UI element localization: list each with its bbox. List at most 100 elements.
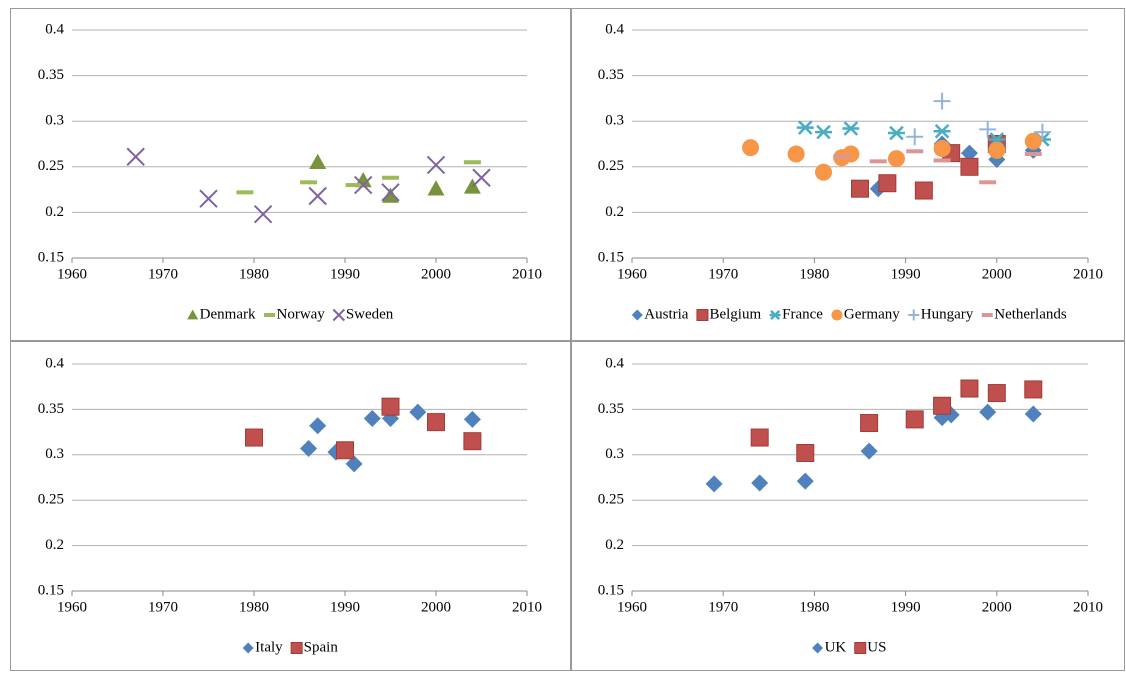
- point: [905, 410, 924, 429]
- point: [842, 121, 860, 136]
- point: [409, 403, 427, 421]
- y-tick-label: 0.15: [598, 249, 624, 265]
- x-tick-label: 1980: [239, 599, 269, 615]
- point: [472, 168, 491, 187]
- point: [933, 123, 951, 139]
- legend-label: Belgium: [709, 306, 761, 322]
- x-tick-label: 2000: [982, 266, 1012, 282]
- point: [933, 140, 951, 158]
- legend-label: Norway: [276, 306, 325, 322]
- point: [463, 160, 481, 165]
- x-tick-label: 1960: [57, 599, 87, 615]
- point: [960, 157, 979, 176]
- point: [860, 442, 878, 460]
- y-tick-label: 0.35: [38, 401, 64, 417]
- point: [245, 428, 263, 447]
- legend-marker: [242, 642, 254, 654]
- point: [427, 413, 445, 432]
- point: [979, 120, 997, 138]
- x-tick-label: 1990: [330, 599, 360, 615]
- point: [253, 205, 273, 224]
- point: [300, 180, 318, 185]
- point: [960, 144, 978, 162]
- legend-marker: [263, 313, 275, 317]
- legend-label: France: [782, 306, 823, 322]
- legend-marker: [831, 309, 843, 321]
- point: [308, 186, 327, 206]
- y-tick-label: 0.3: [605, 446, 624, 462]
- legend-marker: [812, 642, 824, 654]
- x-tick-label: 1970: [708, 599, 738, 615]
- y-tick-label: 0.3: [45, 113, 64, 129]
- point: [815, 163, 833, 181]
- x-tick-label: 1990: [891, 599, 921, 615]
- point: [796, 443, 815, 462]
- x-tick-label: 1960: [617, 266, 647, 282]
- legend-label: Germany: [844, 306, 900, 322]
- point: [1033, 123, 1051, 141]
- point: [382, 175, 399, 180]
- y-tick-label: 0.25: [38, 158, 64, 174]
- point: [987, 384, 1006, 403]
- y-tick-label: 0.25: [598, 492, 624, 508]
- y-tick-label: 0.4: [605, 21, 624, 37]
- point: [988, 141, 1006, 159]
- point: [381, 183, 400, 202]
- x-tick-label: 1980: [799, 599, 829, 615]
- point: [236, 190, 254, 195]
- point: [869, 159, 887, 164]
- legend-label: Netherlands: [994, 306, 1067, 322]
- point: [1024, 380, 1043, 399]
- point: [796, 120, 814, 135]
- x-tick-label: 1960: [57, 266, 87, 282]
- legend-label: UK: [825, 639, 847, 655]
- y-tick-label: 0.2: [45, 537, 64, 553]
- x-tick-label: 1970: [148, 599, 178, 615]
- legend-marker: [908, 309, 920, 321]
- point: [960, 379, 979, 398]
- point: [463, 432, 482, 451]
- y-tick-label: 0.15: [38, 582, 64, 598]
- point: [199, 189, 218, 208]
- point: [833, 154, 851, 159]
- point: [851, 179, 869, 198]
- point: [353, 175, 373, 195]
- point: [933, 92, 951, 110]
- y-tick-label: 0.35: [38, 67, 64, 83]
- x-tick-label: 2010: [1073, 599, 1103, 615]
- y-tick-label: 0.25: [598, 158, 624, 174]
- legend-label: Austria: [644, 306, 689, 322]
- y-tick-label: 0.25: [38, 492, 64, 508]
- x-tick-label: 1990: [891, 266, 921, 282]
- point: [906, 149, 924, 154]
- point: [126, 147, 145, 166]
- legend: UK US: [812, 639, 886, 655]
- x-tick-label: 1960: [617, 599, 647, 615]
- point: [887, 125, 905, 141]
- point: [463, 410, 481, 428]
- legend-label: US: [867, 639, 886, 655]
- y-tick-label: 0.4: [605, 355, 624, 371]
- y-tick-label: 0.2: [605, 537, 624, 553]
- legend-label: Spain: [304, 639, 339, 655]
- y-tick-label: 0.35: [598, 67, 624, 83]
- legend-marker: [981, 313, 993, 317]
- point: [426, 155, 446, 175]
- point: [742, 139, 760, 157]
- y-tick-label: 0.2: [45, 204, 64, 220]
- point: [382, 187, 399, 203]
- point: [1024, 132, 1042, 150]
- x-tick-label: 1990: [330, 266, 360, 282]
- y-tick-label: 0.4: [45, 21, 64, 37]
- point: [878, 174, 897, 193]
- point: [933, 158, 951, 163]
- point: [860, 414, 879, 433]
- legend-marker: [187, 309, 199, 320]
- y-tick-label: 0.2: [605, 204, 624, 220]
- point: [796, 472, 814, 490]
- point: [300, 439, 318, 457]
- legend-marker: [631, 309, 643, 321]
- point: [463, 178, 481, 194]
- point: [842, 145, 860, 163]
